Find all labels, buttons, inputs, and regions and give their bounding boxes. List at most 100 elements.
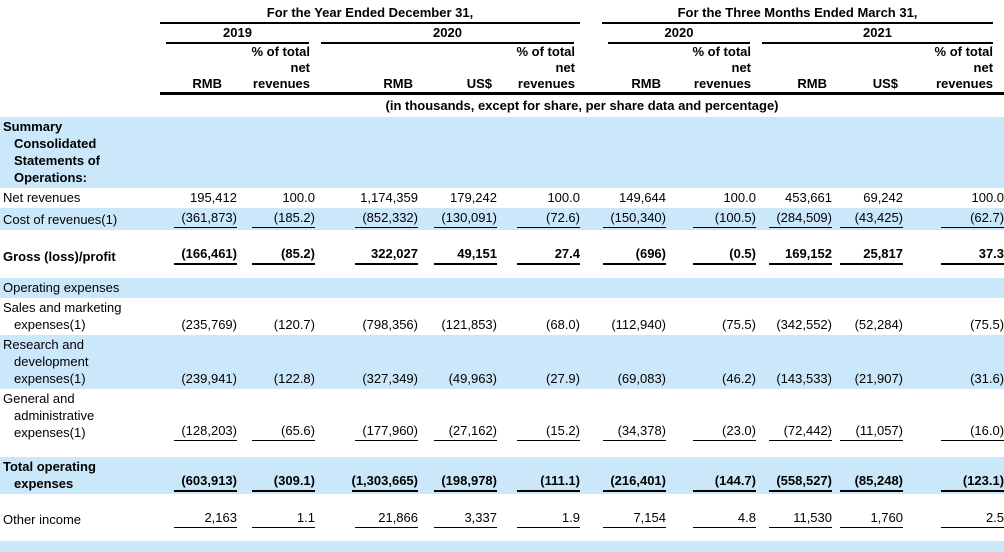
cost-of-revenues-value-9: (62.7) [903,208,1004,230]
summary-heading-value-0 [160,117,237,188]
research-development-expenses-value-3: (49,963) [448,371,497,386]
label-column-spacer [0,0,160,24]
group-gap-cell [580,298,602,335]
year-2019: 2019 [160,24,315,44]
sales-marketing-expenses-value-2: (798,356) [362,317,418,332]
other-income-value-7: 11,530 [756,508,832,530]
general-administrative-expenses-value-6: (23.0) [666,389,756,443]
cost-of-revenues-value-6: (100.5) [666,208,756,230]
group-gap [580,0,602,24]
other-income-value-9: 2.5 [903,508,1004,530]
general-administrative-expenses-value-8: (11,057) [832,389,903,443]
net-revenues-value-6: 100.0 [723,190,756,205]
other-income-value-6: 4.8 [666,508,756,530]
sales-marketing-expenses-value-6: (75.5) [722,317,756,332]
net-revenues-value-3: 179,242 [450,190,497,205]
other-income-value-4: 1.9 [497,508,580,530]
other-income-label: Other income [3,512,82,527]
group-gap-cell [580,389,602,443]
operating-expenses-heading: Operating expenses [0,278,1004,298]
cost-of-revenues-value-5: (150,340) [602,208,666,230]
group-gap [580,24,602,44]
total-operating-expenses-value-7: (558,527) [756,457,832,494]
col-header-usd-2020: US$ [418,44,497,95]
group-gap-cell [580,335,602,389]
operating-expenses-heading-value-8 [832,278,903,298]
units-note-row: (in thousands, except for share, per sha… [0,94,1004,118]
research-development-expenses-label: Research and development expenses(1) [3,337,89,386]
net-revenues-value-8: 69,242 [863,190,903,205]
cost-of-revenues-value-4: (72.6) [497,208,580,230]
research-development-expenses-value-1: (122.8) [273,371,315,386]
gross-loss-profit-value-8: 25,817 [832,244,903,267]
col-header-pct-2019: % of total net revenues [237,44,315,95]
operating-expenses-heading-value-5 [602,278,666,298]
net-revenues-value-1: 100.0 [282,190,315,205]
summary-heading-value-6 [666,117,756,188]
group-gap-cell [580,457,602,494]
net-revenues: Net revenues 195,412 100.0 1,174,359 179,242… [0,188,1004,208]
group-year-ended-title: For the Year Ended December 31, [160,4,580,24]
highlight-band [0,541,1004,552]
spacer-4 [0,494,1004,508]
quarter-2021: 2021 [756,24,1004,44]
table-header: For the Year Ended December 31, For the … [0,0,1004,117]
cost-of-revenues-value-7: (284,509) [756,208,832,230]
general-administrative-expenses-value-4: (15.2) [497,389,580,443]
column-header-row: RMB % of total net revenues RMB US$ % of… [0,44,1004,95]
cost-of-revenues: Cost of revenues(1) (361,873) (185.2) (852,… [0,208,1004,230]
cost-of-revenues-label: Cost of revenues(1) [3,212,118,227]
gross-loss-profit-value-0: (166,461) [160,244,237,267]
general-administrative-expenses-value-1: (65.6) [237,389,315,443]
general-administrative-expenses-value-3: (27,162) [418,389,497,443]
net-revenues-value-4: 100.0 [547,190,580,205]
year-2020: 2020 [315,24,580,44]
operating-expenses-heading-value-6 [666,278,756,298]
sales-marketing-expenses-label: Sales and marketing expenses(1) [3,300,122,332]
net-revenues-value-7: 453,661 [785,190,832,205]
sales-marketing-expenses-value-0: (235,769) [181,317,237,332]
general-administrative-expenses-value-9: (16.0) [903,389,1004,443]
operating-expenses-heading-value-0 [160,278,237,298]
total-operating-expenses-label: Total operating expenses [3,459,96,491]
group-gap-cell [580,208,602,230]
units-note: (in thousands, except for share, per sha… [385,98,779,113]
group-three-months: For the Three Months Ended March 31, [602,0,1004,24]
gross-loss-profit: Gross (loss)/profit (166,461) (85.2) 322,02… [0,244,1004,267]
sales-marketing-expenses-value-9: (75.5) [970,317,1004,332]
net-revenues-value-2: 1,174,359 [360,190,418,205]
summary-heading-value-2 [315,117,418,188]
gross-loss-profit-value-4: 27.4 [497,244,580,267]
net-revenues-label: Net revenues [3,190,81,205]
operating-expenses-heading-value-9 [903,278,1004,298]
bottom-highlight-bar [0,541,1004,552]
label-column-spacer [0,24,160,44]
summary-heading-value-1 [237,117,315,188]
research-development-expenses-value-5: (69,083) [617,371,666,386]
sales-marketing-expenses-value-3: (121,853) [441,317,497,332]
gross-loss-profit-label: Gross (loss)/profit [3,249,116,264]
total-operating-expenses-value-8: (85,248) [832,457,903,494]
label-column-spacer [0,94,160,118]
total-operating-expenses-value-1: (309.1) [237,457,315,494]
spacer-3 [0,443,1004,457]
group-gap-cell [580,244,602,267]
total-operating-expenses-value-6: (144.7) [666,457,756,494]
other-income-value-8: 1,760 [832,508,903,530]
cost-of-revenues-value-3: (130,091) [418,208,497,230]
other-income-value-3: 3,337 [418,508,497,530]
cost-of-revenues-value-8: (43,425) [832,208,903,230]
research-development-expenses-value-9: (31.6) [970,371,1004,386]
summary-heading-value-3 [418,117,497,188]
summary-heading-value-8 [832,117,903,188]
total-operating-expenses-value-0: (603,913) [160,457,237,494]
col-header-pct-2020: % of total net revenues [497,44,580,95]
total-operating-expenses: Total operating expenses (603,913) (309.1)(… [0,457,1004,494]
sales-marketing-expenses: Sales and marketing expenses(1) (235,769) (… [0,298,1004,335]
total-operating-expenses-value-2: (1,303,665) [315,457,418,494]
research-development-expenses-value-2: (327,349) [362,371,418,386]
operating-expenses-heading-value-1 [237,278,315,298]
col-header-usd-q2021: US$ [832,44,903,95]
total-operating-expenses-value-3: (198,978) [418,457,497,494]
quarter-2020: 2020 [602,24,756,44]
